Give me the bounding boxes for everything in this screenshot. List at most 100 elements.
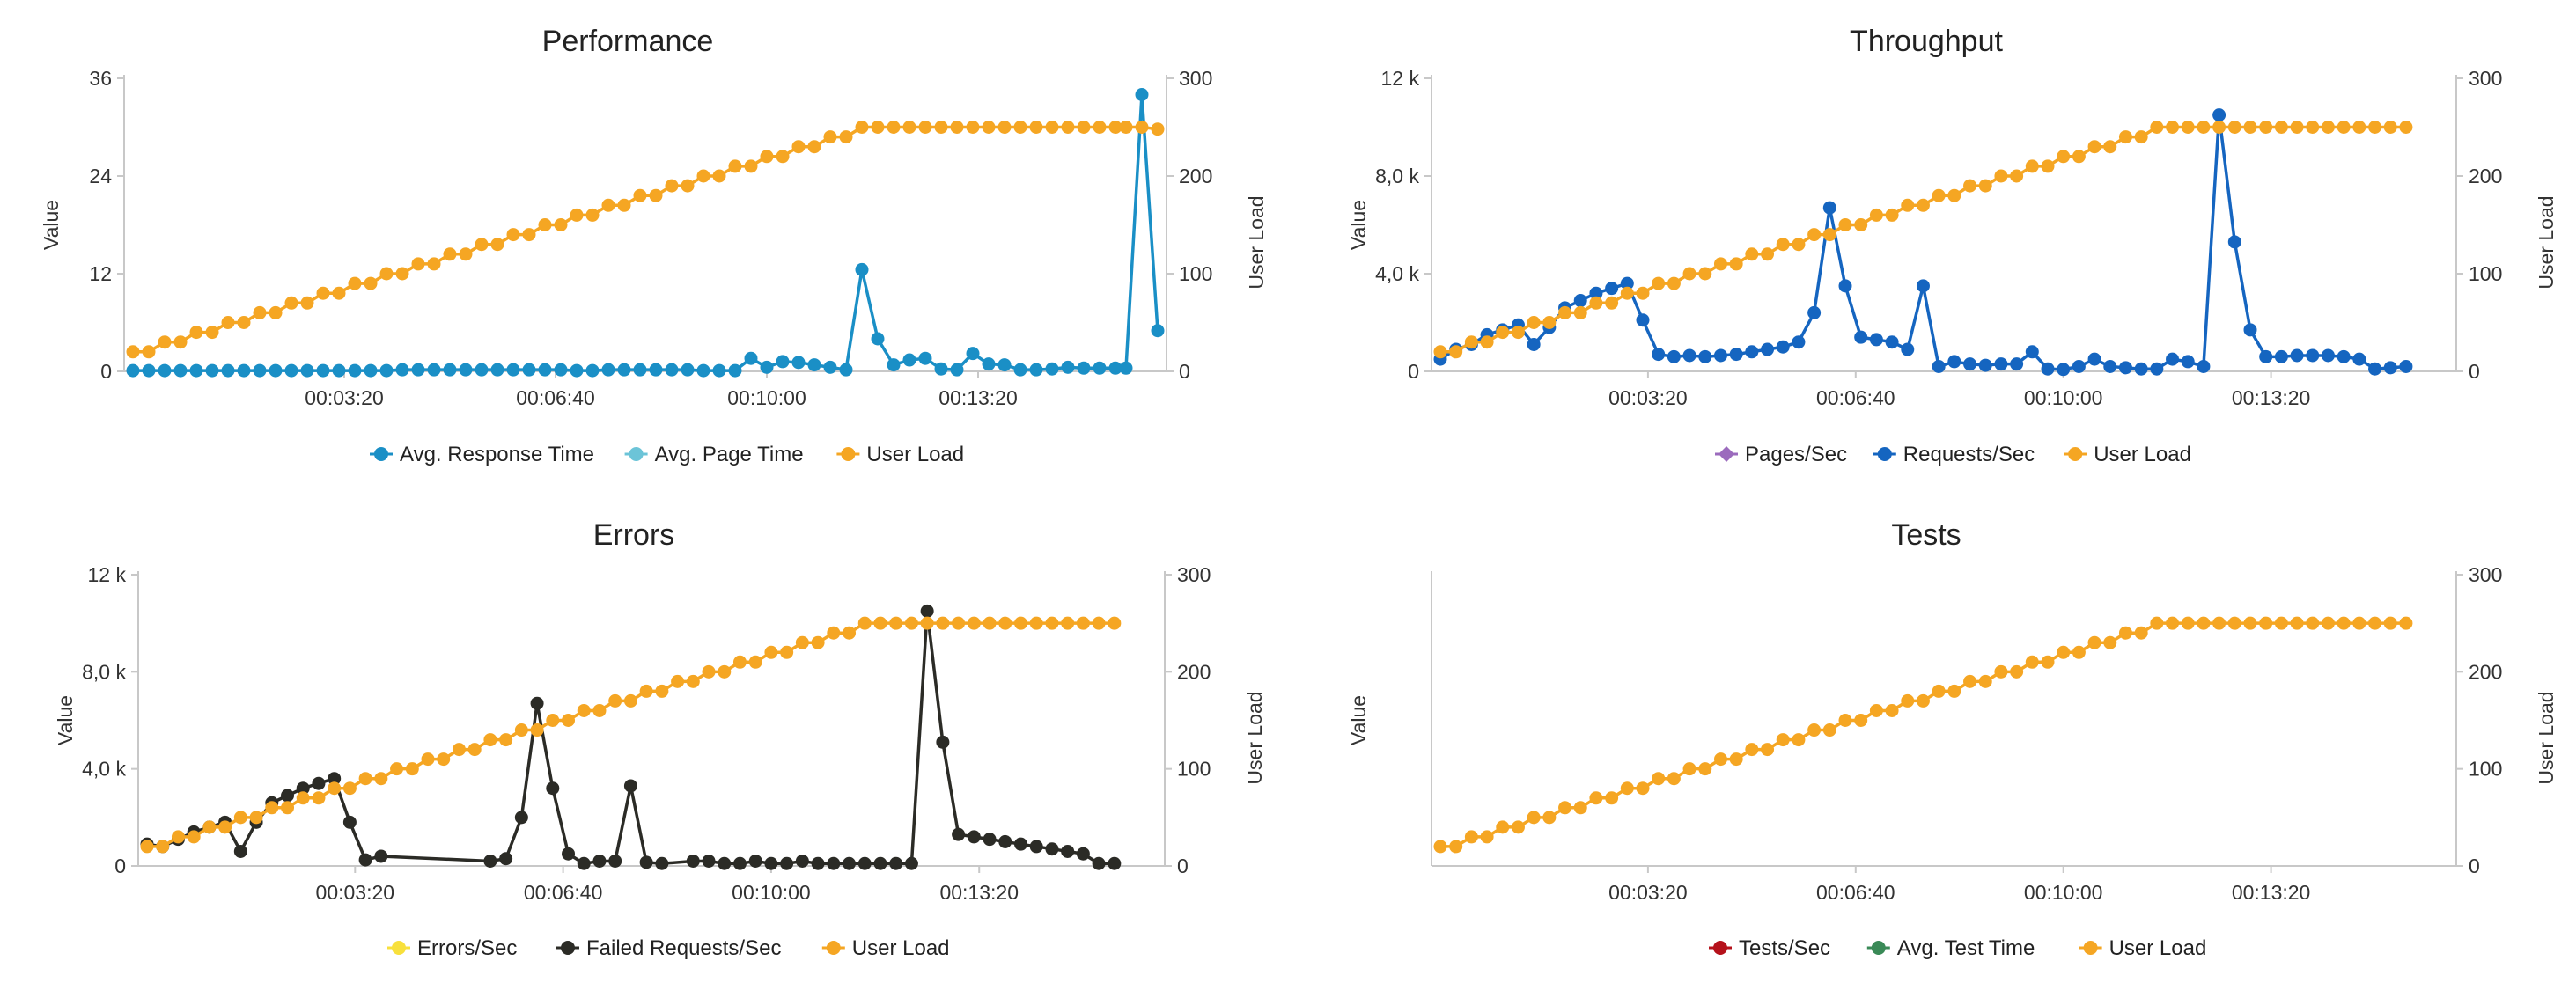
- user-load-point: [889, 616, 903, 630]
- failed-requests-sec-point: [748, 854, 762, 868]
- legend-item-requests-sec[interactable]: Requests/Sec: [1873, 443, 2035, 466]
- user-load-point: [1029, 616, 1043, 630]
- left-tick-label: 36: [89, 67, 112, 90]
- user-load-point: [633, 188, 647, 202]
- user-load-point: [2227, 616, 2241, 630]
- user-load-point: [2134, 626, 2148, 640]
- user-load-point: [1667, 276, 1681, 290]
- avg-response-time-point: [1061, 360, 1075, 374]
- user-load-point: [1573, 305, 1587, 319]
- user-load-point: [546, 714, 560, 727]
- user-load-point: [1449, 840, 1463, 854]
- user-load-point: [405, 762, 419, 776]
- left-tick-label: 24: [89, 165, 112, 187]
- user-load-point: [2181, 121, 2195, 134]
- right-tick-label: 200: [1177, 660, 1211, 683]
- legend-item-user-load[interactable]: User Load: [2064, 443, 2191, 466]
- x-tick-label: 00:06:40: [1816, 386, 1895, 409]
- user-load-point: [1464, 830, 1478, 844]
- tests-chart: Tests 0 100 200 300 00:03:20 00:06:40 00:10:00 0…: [1347, 518, 2558, 960]
- legend-item-errors-sec[interactable]: Errors/Sec: [387, 936, 517, 960]
- right-tick-label: 300: [1179, 67, 1212, 90]
- user-load-point: [2103, 635, 2117, 649]
- user-load-point: [443, 247, 457, 261]
- legend-item-avg-page-time[interactable]: Avg. Page Time: [624, 443, 804, 466]
- failed-requests-sec-point: [577, 856, 591, 870]
- user-load-point: [1978, 179, 1992, 193]
- user-load-point: [1901, 693, 1915, 708]
- requests-sec-point: [2118, 361, 2132, 375]
- legend-item-user-load[interactable]: User Load: [821, 936, 950, 960]
- user-load-point: [233, 811, 247, 825]
- user-load-point: [1776, 733, 1790, 747]
- user-load-point: [1620, 286, 1634, 300]
- user-load-point: [2041, 159, 2055, 173]
- failed-requests-sec-point: [281, 789, 295, 803]
- requests-sec-point: [2087, 352, 2101, 366]
- legend-item-user-load[interactable]: User Load: [836, 443, 964, 466]
- user-load-point: [2337, 121, 2351, 134]
- user-load-point: [126, 345, 140, 359]
- requests-sec-point: [1667, 349, 1681, 363]
- left-tick-label: 0: [1408, 360, 1419, 383]
- user-load-point: [1013, 121, 1027, 134]
- user-load-point: [218, 820, 232, 834]
- avg-response-time-point: [1119, 361, 1133, 375]
- user-load-point: [997, 121, 1012, 134]
- user-load-point: [328, 781, 342, 796]
- avg-response-time-point: [443, 363, 457, 377]
- user-load-point: [514, 723, 528, 737]
- user-load-point: [1605, 791, 1619, 805]
- legend-item-avg-test-time[interactable]: Avg. Test Time: [1866, 936, 2035, 960]
- tests-chart-panel: Tests 0 100 200 300 00:03:20 00:06:40 00:10:00 0…: [1288, 502, 2576, 1005]
- avg-response-time-point: [776, 355, 790, 369]
- avg-response-time-point: [1093, 361, 1107, 375]
- requests-sec-point: [1573, 294, 1587, 308]
- user-load-point: [702, 664, 716, 679]
- failed-requests-sec-point: [233, 844, 247, 858]
- right-tick-label: 0: [2469, 360, 2480, 383]
- failed-requests-sec-point: [1061, 844, 1075, 858]
- user-load-point: [2243, 616, 2257, 630]
- avg-response-time-point: [1029, 363, 1043, 377]
- user-load-point: [718, 664, 732, 679]
- user-load-point: [1792, 238, 1806, 252]
- legend-item-failed-requests-sec[interactable]: Failed Requests/Sec: [556, 936, 781, 960]
- throughput-chart-panel: Throughput 0 4,0 k 8,0 k 12 k 0 100 200 300 00:03…: [1288, 0, 2576, 502]
- requests-sec-point: [1901, 342, 1915, 356]
- x-tick-label: 00:03:20: [316, 881, 395, 904]
- failed-requests-sec-point: [639, 855, 653, 869]
- user-load-point: [562, 714, 576, 727]
- avg-response-time-point: [1151, 324, 1165, 338]
- avg-response-time-point: [506, 363, 520, 377]
- user-load-point: [1433, 840, 1447, 854]
- user-load-point: [1947, 188, 1961, 202]
- requests-sec-point: [2274, 349, 2288, 363]
- right-tick-label: 300: [1177, 563, 1211, 586]
- user-load-point: [1029, 121, 1043, 134]
- legend-item-tests-sec[interactable]: Tests/Sec: [1709, 936, 1830, 960]
- throughput-chart: Throughput 0 4,0 k 8,0 k 12 k 0 100 200 300 00:03…: [1347, 25, 2558, 466]
- failed-requests-sec-point: [592, 854, 607, 868]
- user-load-point: [1978, 674, 1992, 688]
- user-load-line: [147, 621, 1115, 848]
- avg-response-time-point: [284, 363, 298, 378]
- user-load-point: [1854, 714, 1868, 727]
- avg-response-time-point: [475, 363, 489, 377]
- avg-response-time-point: [649, 363, 663, 377]
- legend-item-user-load[interactable]: User Load: [2079, 936, 2207, 960]
- legend-item-pages-sec[interactable]: Pages/Sec: [1715, 443, 1847, 466]
- avg-response-time-point: [490, 363, 504, 377]
- user-load-point: [1682, 762, 1696, 776]
- user-load-point: [1527, 316, 1541, 329]
- user-load-point: [780, 645, 794, 659]
- avg-response-time-point: [158, 363, 172, 378]
- requests-sec-point: [1729, 348, 1743, 362]
- user-load-point: [342, 781, 357, 796]
- user-load-point: [140, 840, 154, 854]
- avg-response-time-point: [744, 351, 758, 365]
- user-load-line: [1440, 621, 2406, 848]
- x-tick-label: 00:06:40: [516, 386, 595, 409]
- user-load-point: [904, 616, 918, 630]
- legend-item-avg-response-time[interactable]: Avg. Response Time: [370, 443, 594, 466]
